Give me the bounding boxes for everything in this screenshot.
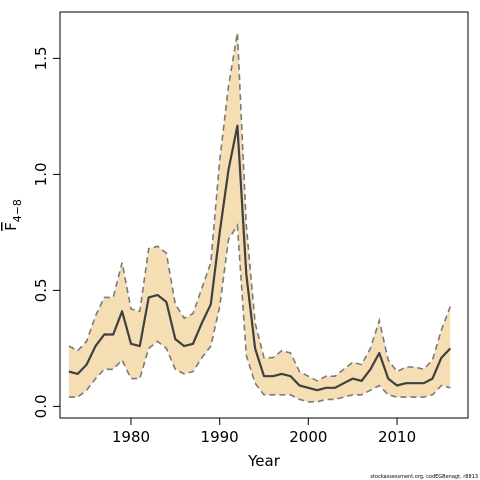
confidence-band-layer	[68, 32, 451, 402]
x-tick-label: 2010	[378, 428, 416, 446]
x-tick-label: 1980	[112, 428, 150, 446]
y-axis-title: F4−8	[2, 199, 24, 231]
y-axis-title-base: F	[2, 222, 20, 231]
confidence-band	[68, 32, 451, 402]
footnote: stockassessment.org, codEGBenagt, r8813	[370, 474, 478, 480]
y-tick-label: 0.5	[32, 278, 50, 302]
lower-bound-line	[68, 222, 451, 403]
median-line	[68, 124, 452, 392]
x-tick-label: 2000	[289, 428, 327, 446]
y-tick-label: 1.0	[32, 162, 50, 186]
x-axis: 1980 1990 2000 2010	[112, 417, 416, 446]
y-axis-title-text: F4−8	[2, 199, 24, 231]
x-tick-label: 1990	[201, 428, 239, 446]
y-tick-label: 1.5	[32, 46, 50, 70]
series-lines-layer	[68, 32, 452, 403]
x-axis-title: Year	[247, 452, 281, 470]
upper-bound-line	[68, 32, 452, 382]
y-axis-title-subscript: 4−8	[11, 199, 24, 222]
y-axis: 0.0 0.5 1.0 1.5	[32, 46, 61, 418]
y-tick-label: 0.0	[32, 394, 50, 418]
